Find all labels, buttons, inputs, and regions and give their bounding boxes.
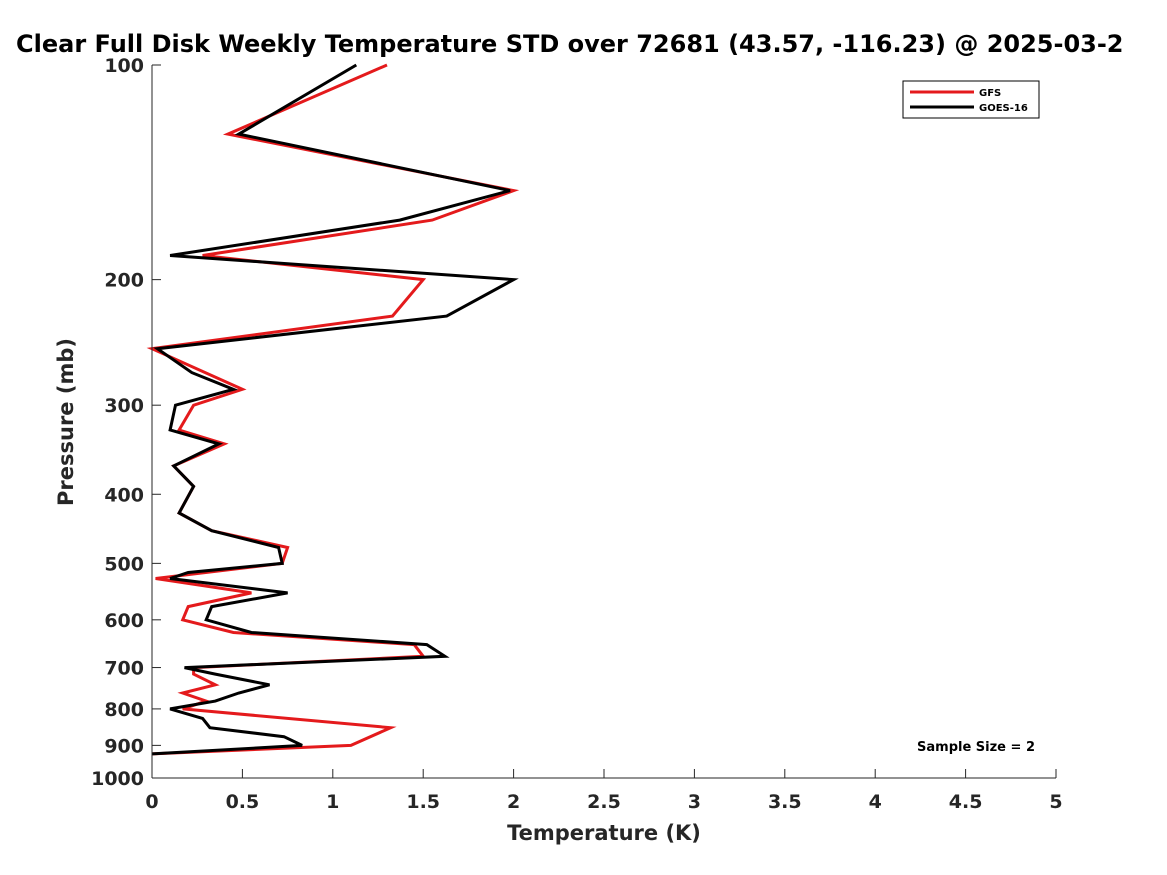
series-line-goes16: [151, 63, 519, 756]
y-tick-label: 900: [104, 735, 144, 757]
y-tick-label: 700: [104, 658, 144, 680]
legend-box: [902, 80, 1040, 119]
y-tick-label: 500: [104, 553, 144, 575]
series-line-gfs: [146, 63, 520, 756]
sample-size-annotation: Sample Size = 2: [917, 740, 1035, 755]
x-tick-label: 4: [869, 791, 882, 813]
x-tick-label: 1.5: [406, 791, 440, 813]
plot-lines: [146, 63, 520, 756]
x-tick-label: 3: [688, 791, 701, 813]
y-tick-label: 100: [104, 55, 144, 77]
legend-label-goes16: GOES-16: [979, 103, 1028, 114]
x-axis-ticks: 0 0.5 1 1.5 2 2.5 3 3.5 4 4.5 5: [145, 769, 1063, 813]
y-tick-label: 200: [104, 270, 144, 292]
y-tick-label: 1000: [91, 768, 144, 790]
x-tick-label: 2: [507, 791, 520, 813]
legend: GFS GOES-16: [902, 80, 1040, 119]
y-tick-label: 400: [104, 484, 144, 506]
x-tick-label: 0: [145, 791, 158, 813]
x-tick-label: 1: [326, 791, 339, 813]
y-tick-label: 600: [104, 610, 144, 632]
axes: [151, 65, 1056, 779]
y-tick-label: 800: [104, 699, 144, 721]
chart-title: Clear Full Disk Weekly Temperature STD o…: [16, 30, 1124, 58]
y-axis-ticks: 100 200 300 400 500 600 700 800 900 1000: [91, 55, 161, 790]
x-tick-label: 4.5: [949, 791, 983, 813]
x-tick-label: 5: [1049, 791, 1062, 813]
legend-label-gfs: GFS: [979, 88, 1001, 99]
x-tick-label: 3.5: [768, 791, 802, 813]
x-axis-label: Temperature (K): [507, 821, 701, 845]
x-tick-label: 2.5: [587, 791, 621, 813]
x-tick-label: 0.5: [226, 791, 260, 813]
y-axis-label: Pressure (mb): [54, 338, 78, 506]
y-tick-label: 300: [104, 395, 144, 417]
